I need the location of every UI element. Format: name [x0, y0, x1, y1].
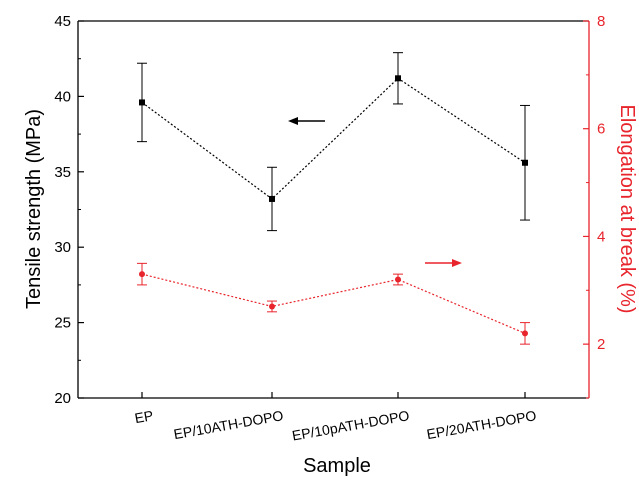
data-point: [139, 271, 145, 278]
x-category-label: EP: [133, 407, 154, 426]
left-tick-label: 35: [54, 164, 71, 181]
x-category-label: EP/10pATH-DOPO: [291, 407, 411, 443]
x-axis: EP EP/10ATH-DOPO EP/10pATH-DOPO EP/20ATH-DO…: [133, 392, 538, 444]
left-axis: 20 25 30 35 40 45: [54, 13, 84, 407]
right-axis: 2 4 6 8: [583, 13, 605, 399]
left-axis-title: Tensile strength (MPa): [23, 109, 45, 309]
left-tick-label: 40: [54, 88, 71, 105]
right-arrow-head: [452, 259, 462, 267]
right-tick-label: 6: [597, 121, 605, 138]
right-axis-title: Elongation at break (%): [616, 104, 638, 313]
right-tick-label: 2: [597, 336, 605, 353]
left-tick-label: 25: [54, 315, 71, 332]
series-layer: [137, 52, 530, 345]
data-point: [269, 303, 275, 310]
left-tick-label: 45: [54, 13, 71, 30]
right-tick-label: 4: [597, 228, 605, 245]
x-axis-title: Sample: [303, 455, 371, 477]
data-point: [139, 99, 145, 106]
series-line: [141, 273, 526, 334]
data-point: [522, 159, 528, 166]
data-point: [395, 276, 401, 283]
x-category-label: EP/20ATH-DOPO: [425, 407, 537, 442]
right-tick-label: 8: [597, 13, 605, 30]
arrows-layer: [288, 117, 462, 267]
series-line: [141, 77, 526, 200]
data-point: [395, 75, 401, 82]
left-arrow-head: [288, 117, 298, 125]
plot-frame: [77, 20, 590, 399]
data-point: [522, 330, 528, 337]
data-point: [269, 195, 275, 202]
x-category-label: EP/10ATH-DOPO: [172, 407, 284, 442]
left-tick-label: 20: [54, 390, 71, 407]
left-tick-label: 30: [54, 239, 71, 256]
